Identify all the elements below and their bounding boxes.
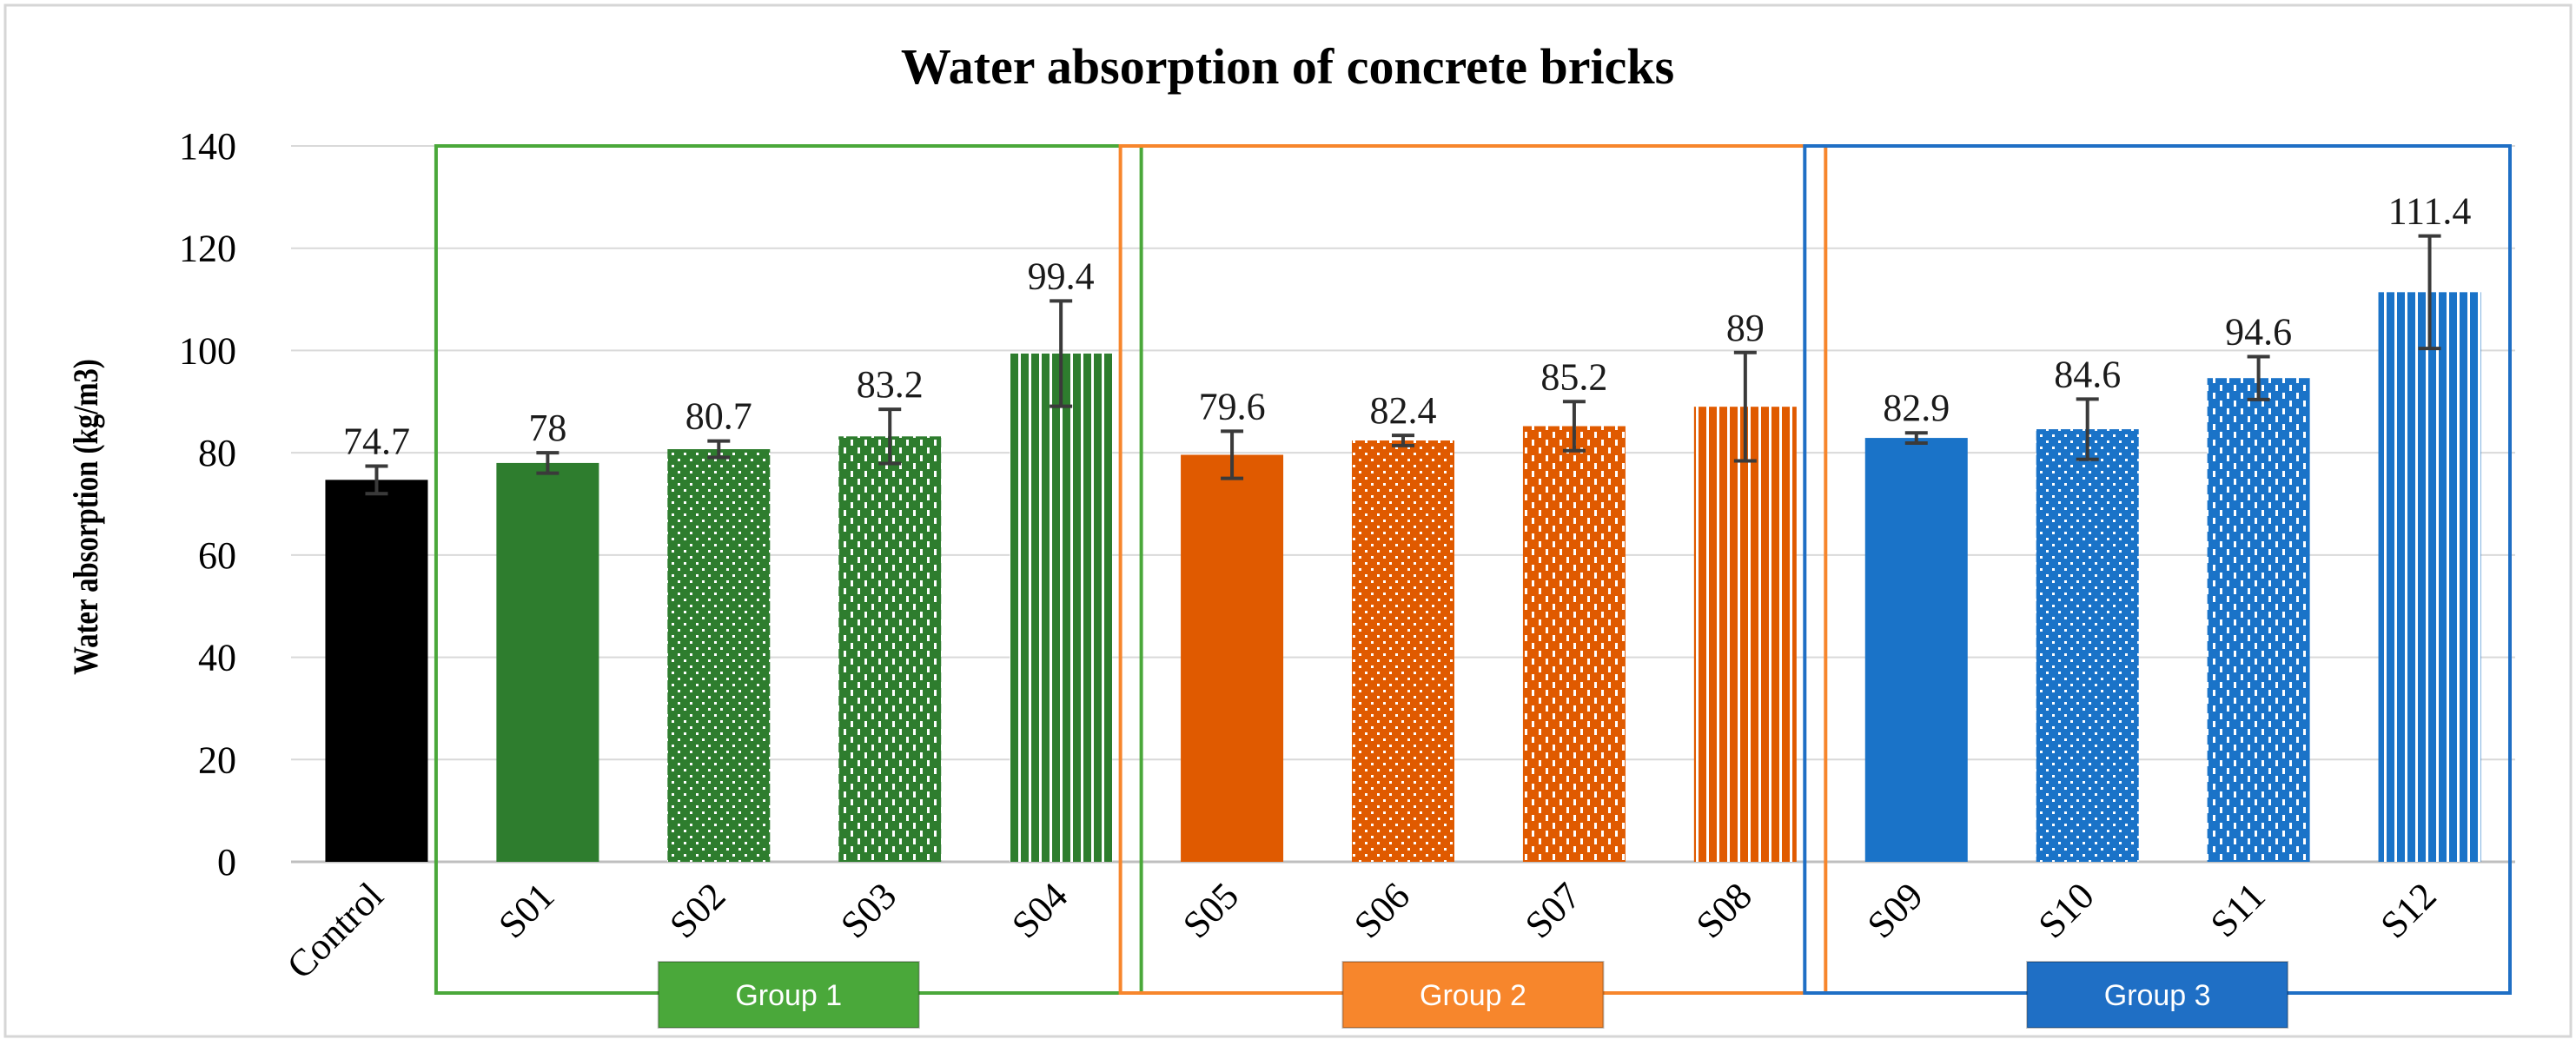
bar-s08: [1693, 407, 1797, 863]
error-bar-s07: [1562, 400, 1586, 453]
bar-s02: [667, 449, 771, 862]
bar-s01: [496, 462, 599, 862]
data-label-s04: 99.4: [1028, 255, 1095, 297]
y-tick-labels: 0 20 40 60 80 100 120 140: [179, 125, 236, 884]
data-label-s01: 78: [528, 407, 566, 449]
y-tick-label: 80: [198, 432, 236, 474]
data-label-control: 74.7: [343, 420, 410, 462]
bar-s07: [1522, 426, 1626, 862]
data-label-s08: 89: [1726, 307, 1765, 349]
y-tick-label: 60: [198, 534, 236, 577]
data-label-s12: 111.4: [2388, 190, 2472, 233]
group-label-box-1: [657, 961, 920, 1029]
bar-s04: [1010, 353, 1113, 863]
group-label-3: Group 3: [2104, 979, 2211, 1012]
data-label-s03: 83.2: [857, 363, 924, 406]
group-labels: Group 1 Group 2 Group 3: [657, 961, 2289, 1029]
bars: [325, 292, 2481, 863]
error-bar-s12: [2418, 234, 2441, 351]
y-tick-label: 40: [198, 637, 236, 679]
data-label-s07: 85.2: [1540, 355, 1607, 398]
bar-s03: [838, 436, 942, 862]
bar-s10: [2036, 429, 2139, 862]
data-label-s10: 84.6: [2054, 353, 2121, 395]
error-bar-s03: [878, 407, 902, 466]
bar-s12: [2378, 292, 2481, 862]
data-label-s02: 80.7: [685, 395, 752, 438]
y-axis-label: Water absorption (kg/m3): [66, 359, 105, 675]
error-bar-s01: [536, 451, 560, 475]
error-bar-s05: [1221, 429, 1244, 480]
chart-border: [3, 3, 2573, 1038]
bar-s09: [1864, 438, 1968, 862]
bar-s06: [1352, 440, 1454, 862]
y-tick-label: 120: [179, 228, 236, 270]
y-tick-label: 0: [217, 841, 236, 884]
error-bar-s02: [707, 439, 731, 460]
error-bar-s10: [2076, 397, 2099, 461]
group-label-1: Group 1: [735, 979, 842, 1012]
bar-s11: [2207, 378, 2310, 862]
group-label-2: Group 2: [1420, 979, 1526, 1012]
chart-title: Water absorption of concrete bricks: [901, 38, 1674, 95]
data-label-s11: 94.6: [2225, 310, 2292, 353]
group-label-box-3: [2026, 961, 2289, 1029]
bar-control: [325, 480, 428, 862]
error-bar-s09: [1904, 431, 1928, 445]
data-labels: 74.7 78 80.7 83.2 99.4 79.6 82.4 85.2 89 82.9 84.6…: [343, 190, 2471, 463]
bar-s05: [1181, 454, 1284, 862]
group-label-box-2: [1341, 961, 1605, 1029]
error-bar-s11: [2247, 354, 2270, 401]
error-bar-s08: [1733, 350, 1757, 463]
y-tick-label: 100: [179, 329, 236, 372]
y-tick-label: 20: [198, 738, 236, 781]
error-bar-s04: [1050, 299, 1073, 408]
error-bars: [365, 234, 2441, 496]
data-label-s05: 79.6: [1199, 385, 1266, 427]
error-bar-control: [365, 464, 388, 496]
data-label-s09: 82.9: [1883, 387, 1950, 429]
error-bar-s06: [1392, 434, 1414, 447]
y-tick-label: 140: [179, 125, 236, 168]
data-label-s06: 82.4: [1370, 389, 1437, 432]
